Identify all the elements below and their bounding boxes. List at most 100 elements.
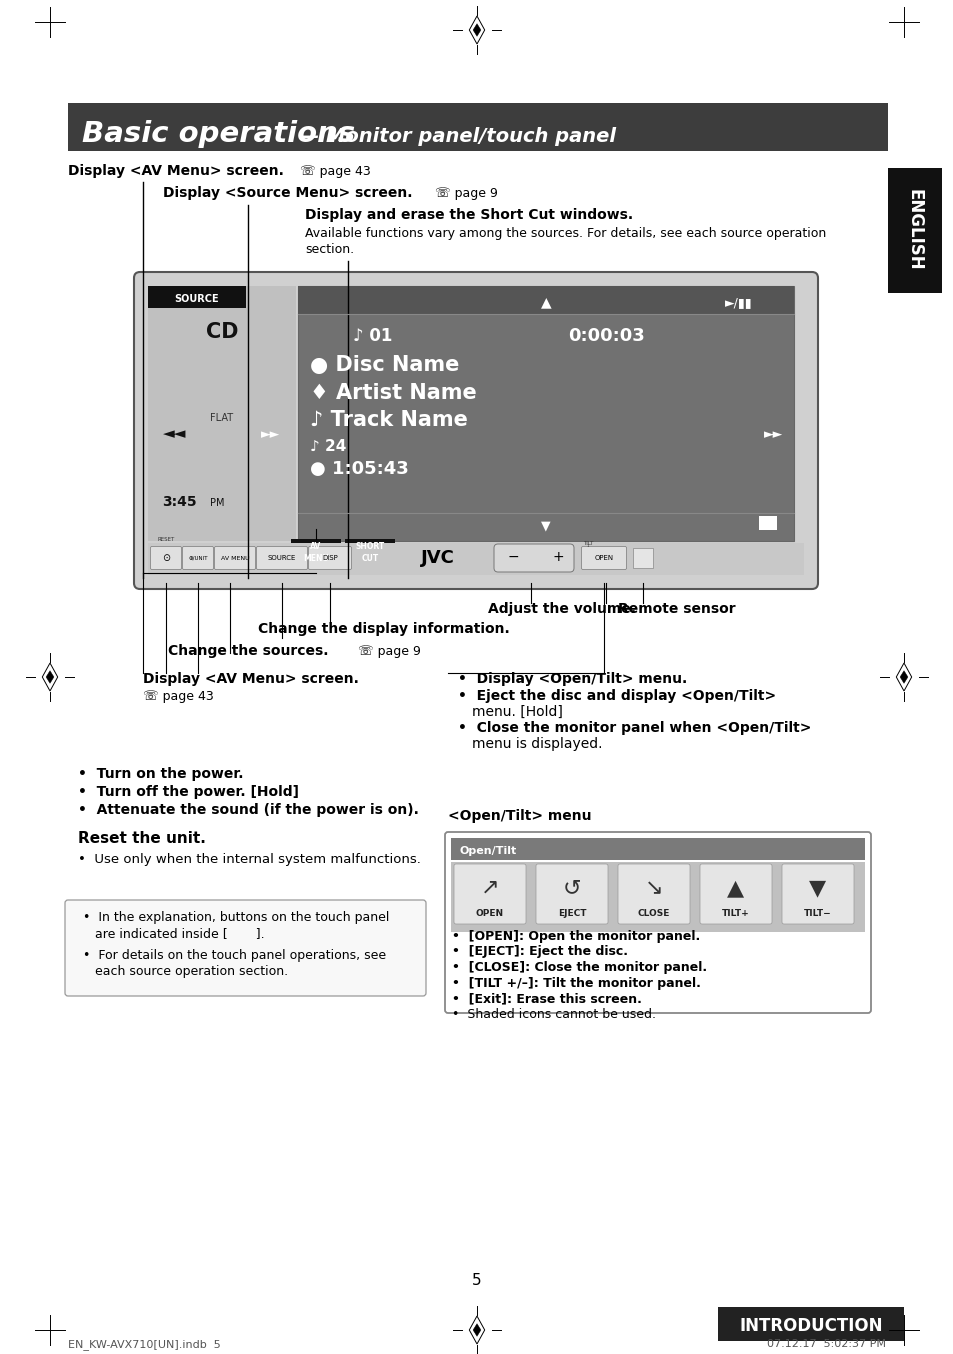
FancyBboxPatch shape <box>581 547 626 570</box>
Text: ☏ page 9: ☏ page 9 <box>357 645 420 658</box>
Bar <box>148 286 246 307</box>
FancyBboxPatch shape <box>781 864 853 923</box>
Text: SHORT: SHORT <box>355 542 384 551</box>
Text: •  Shaded icons cannot be used.: • Shaded icons cannot be used. <box>452 1007 656 1021</box>
Text: •  Turn off the power. [Hold]: • Turn off the power. [Hold] <box>78 785 298 799</box>
Polygon shape <box>46 670 54 684</box>
FancyBboxPatch shape <box>133 272 817 589</box>
Text: Adjust the volume.: Adjust the volume. <box>488 603 636 616</box>
Text: JVC: JVC <box>420 548 455 567</box>
FancyBboxPatch shape <box>308 547 351 570</box>
Text: OPEN: OPEN <box>594 555 613 561</box>
FancyBboxPatch shape <box>618 864 689 923</box>
Text: ☏ page 43: ☏ page 43 <box>299 165 371 177</box>
Polygon shape <box>899 670 907 684</box>
Text: TILT: TILT <box>582 542 593 546</box>
Text: ● 1:05:43: ● 1:05:43 <box>310 460 408 478</box>
Text: Available functions vary among the sources. For details, see each source operati: Available functions vary among the sourc… <box>305 227 825 240</box>
Text: section.: section. <box>305 242 354 256</box>
Text: •  [TILT +/–]: Tilt the monitor panel.: • [TILT +/–]: Tilt the monitor panel. <box>452 976 700 990</box>
Text: •  Turn on the power.: • Turn on the power. <box>78 766 243 781</box>
FancyBboxPatch shape <box>214 547 255 570</box>
Text: •  [EJECT]: Eject the disc.: • [EJECT]: Eject the disc. <box>452 945 627 959</box>
Polygon shape <box>473 24 480 37</box>
Text: SOURCE: SOURCE <box>174 294 219 305</box>
Bar <box>718 1307 903 1340</box>
Text: ♪ 01: ♪ 01 <box>353 328 392 345</box>
Text: ►►: ►► <box>763 428 782 441</box>
Text: PM: PM <box>210 498 224 508</box>
Text: ⊙: ⊙ <box>162 552 170 563</box>
Text: ▲: ▲ <box>540 295 551 309</box>
Text: are indicated inside [       ].: are indicated inside [ ]. <box>83 927 264 940</box>
Bar <box>759 516 776 529</box>
Bar <box>68 103 887 152</box>
Text: menu. [Hold]: menu. [Hold] <box>472 705 562 719</box>
Text: ♦ Artist Name: ♦ Artist Name <box>310 383 476 403</box>
Text: ♪ Track Name: ♪ Track Name <box>310 410 467 431</box>
FancyBboxPatch shape <box>182 547 213 570</box>
Text: FLAT: FLAT <box>211 413 233 422</box>
Bar <box>887 168 941 292</box>
Text: menu is displayed.: menu is displayed. <box>472 737 602 751</box>
Text: +: + <box>552 550 563 565</box>
Text: ☏ page 9: ☏ page 9 <box>435 187 497 200</box>
Text: RESET: RESET <box>158 538 175 542</box>
Text: ◄◄: ◄◄ <box>163 427 186 441</box>
Text: MENU: MENU <box>303 554 329 563</box>
FancyBboxPatch shape <box>256 547 307 570</box>
Text: •  [Exit]: Erase this screen.: • [Exit]: Erase this screen. <box>452 992 641 1005</box>
Text: INTRODUCTION: INTRODUCTION <box>739 1317 882 1335</box>
Text: 1: 1 <box>586 544 589 548</box>
Text: 5: 5 <box>472 1273 481 1288</box>
Text: EJECT: EJECT <box>558 909 586 918</box>
Text: •  Eject the disc and display <Open/Tilt>: • Eject the disc and display <Open/Tilt> <box>457 689 776 703</box>
Text: 07.12.17  5:02:37 PM: 07.12.17 5:02:37 PM <box>766 1339 885 1349</box>
FancyBboxPatch shape <box>536 864 607 923</box>
Text: each source operation section.: each source operation section. <box>83 965 288 978</box>
Bar <box>451 838 864 860</box>
Text: SOURCE: SOURCE <box>268 555 295 561</box>
Text: ☏ page 43: ☏ page 43 <box>143 691 213 703</box>
FancyBboxPatch shape <box>444 831 870 1013</box>
Text: TILT+: TILT+ <box>721 909 749 918</box>
Text: AV MENU: AV MENU <box>220 555 249 561</box>
Text: CUT: CUT <box>361 554 378 563</box>
FancyBboxPatch shape <box>454 864 525 923</box>
FancyBboxPatch shape <box>494 544 574 571</box>
Text: TILT−: TILT− <box>803 909 831 918</box>
Text: ● Disc Name: ● Disc Name <box>310 355 459 375</box>
Text: •  Display <Open/Tilt> menu.: • Display <Open/Tilt> menu. <box>457 672 686 686</box>
Text: Change the sources.: Change the sources. <box>168 645 328 658</box>
Bar <box>148 286 295 542</box>
Text: Open/Tilt: Open/Tilt <box>459 846 517 856</box>
Text: ►►: ►► <box>261 428 280 441</box>
Text: 3:45: 3:45 <box>162 496 196 509</box>
Text: •  Close the monitor panel when <Open/Tilt>: • Close the monitor panel when <Open/Til… <box>457 720 810 735</box>
Text: ►/▮▮: ►/▮▮ <box>724 297 752 309</box>
Text: −: − <box>507 550 518 565</box>
Text: CD: CD <box>206 322 238 343</box>
Text: •  For details on the touch panel operations, see: • For details on the touch panel operati… <box>83 949 386 961</box>
Text: Change the display information.: Change the display information. <box>257 621 509 636</box>
FancyBboxPatch shape <box>151 547 181 570</box>
Text: Basic operations: Basic operations <box>82 121 355 148</box>
FancyBboxPatch shape <box>65 900 426 997</box>
Bar <box>291 539 340 567</box>
Text: Display <Source Menu> screen.: Display <Source Menu> screen. <box>163 185 412 200</box>
Text: DISP: DISP <box>322 555 337 561</box>
Text: •  [CLOSE]: Close the monitor panel.: • [CLOSE]: Close the monitor panel. <box>452 961 706 974</box>
Bar <box>297 286 793 542</box>
Bar <box>148 543 803 575</box>
Text: Display and erase the Short Cut windows.: Display and erase the Short Cut windows. <box>305 209 633 222</box>
Bar <box>451 862 864 932</box>
Text: ⊕/UNIT: ⊕/UNIT <box>188 555 208 561</box>
Polygon shape <box>473 1324 480 1336</box>
Bar <box>345 539 395 567</box>
Text: ↺: ↺ <box>562 877 580 898</box>
Text: OPEN: OPEN <box>476 909 503 918</box>
Text: ▼: ▼ <box>808 877 825 898</box>
Text: EN_KW-AVX710[UN].indb  5: EN_KW-AVX710[UN].indb 5 <box>68 1339 220 1350</box>
Text: •  Use only when the internal system malfunctions.: • Use only when the internal system malf… <box>78 853 420 867</box>
Bar <box>633 548 652 567</box>
